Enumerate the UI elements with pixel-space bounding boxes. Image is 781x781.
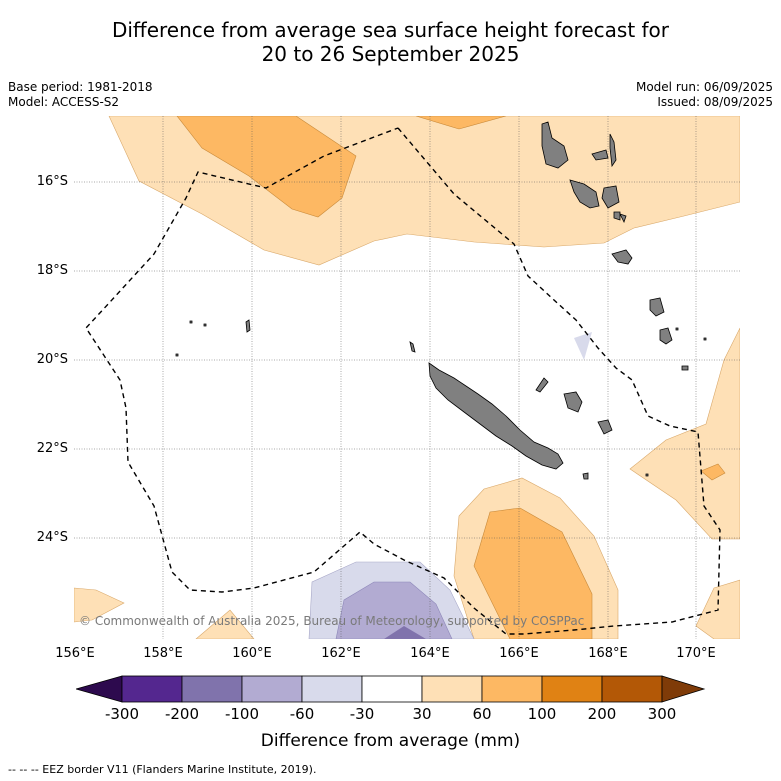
graticule xyxy=(74,116,740,639)
cb-tick-60: 60 xyxy=(472,705,492,723)
colorbar-label: Difference from average (mm) xyxy=(260,731,521,751)
belep-islands xyxy=(409,341,416,353)
vanuatu-efate-shepherd xyxy=(611,211,633,265)
cb-tick-30: 30 xyxy=(412,705,432,723)
y-tick-16s: 16°S xyxy=(36,174,68,189)
eez-border xyxy=(85,127,721,635)
colorbar-extend-low xyxy=(76,675,123,703)
cb-tick-minus30: -30 xyxy=(349,705,375,723)
cb-tick-minus200: -200 xyxy=(164,705,200,723)
title-line-1: Difference from average sea surface heig… xyxy=(111,18,670,42)
issued-text: Issued: 08/09/2025 xyxy=(657,95,773,109)
colorbar-bin-8 xyxy=(541,675,603,703)
isle-of-pines xyxy=(582,472,589,480)
contour-60-100-north-west xyxy=(176,116,357,218)
y-tick-22s: 22°S xyxy=(36,441,68,456)
base-period-text: Base period: 1981-2018 xyxy=(8,80,153,94)
cb-tick-200: 200 xyxy=(587,705,617,723)
eez-footnote: -- -- -- EEZ border V11 (Flanders Marine… xyxy=(8,763,317,776)
meta-right: Model run: 06/09/2025 Issued: 08/09/2025 xyxy=(636,80,773,110)
colorbar-bin-2 xyxy=(181,675,243,703)
colorbar-bin-7 xyxy=(481,675,543,703)
vanuatu-northern-islands xyxy=(591,133,620,209)
contour-minus30-minus60-east xyxy=(574,332,592,360)
meta-left: Base period: 1981-2018 Model: ACCESS-S2 xyxy=(8,80,153,110)
vanuatu-southern-islands xyxy=(649,297,689,371)
contour-60-100-east xyxy=(700,463,726,481)
cb-tick-minus60: -60 xyxy=(289,705,315,723)
contour-30-60-south-small xyxy=(195,609,255,639)
colorbar-bin-5 xyxy=(361,675,423,703)
map-panel xyxy=(74,116,740,639)
colorbar-bin-9 xyxy=(601,675,663,703)
x-tick-160e: 160°E xyxy=(232,646,272,661)
map-title: Difference from average sea surface heig… xyxy=(0,18,781,66)
vanuatu-espiritu-santo xyxy=(541,121,569,169)
cb-tick-minus300: -300 xyxy=(104,705,140,723)
y-tick-20s: 20°S xyxy=(36,352,68,367)
x-tick-170e: 170°E xyxy=(676,646,716,661)
model-run-text: Model run: 06/09/2025 xyxy=(635,80,773,94)
colorbar-bin-3 xyxy=(241,675,303,703)
colorbar-bin-6 xyxy=(421,675,483,703)
y-tick-24s: 24°S xyxy=(36,530,68,545)
contour-30-60-southwest xyxy=(74,587,125,623)
title-line-2: 20 to 26 September 2025 xyxy=(261,42,520,66)
x-tick-158e: 158°E xyxy=(143,646,183,661)
contour-minus60-minus100-south xyxy=(335,581,453,639)
x-tick-168e: 168°E xyxy=(588,646,628,661)
model-text: Model: ACCESS-S2 xyxy=(8,95,120,109)
x-tick-166e: 166°E xyxy=(499,646,539,661)
colorbar xyxy=(76,675,706,703)
colorbar-extend-high xyxy=(661,675,706,703)
loyalty-islands xyxy=(535,377,613,435)
copyright-text: © Commonwealth of Australia 2025, Bureau… xyxy=(79,614,585,628)
vanuatu-malekula xyxy=(569,179,600,209)
small-islets xyxy=(175,319,707,477)
new-caledonia-landmass xyxy=(428,362,564,470)
cb-tick-300: 300 xyxy=(647,705,677,723)
contour-minus100-minus200-south xyxy=(384,626,426,639)
contour-30-60-east xyxy=(629,327,740,540)
colorbar-bin-1 xyxy=(121,675,183,703)
x-tick-162e: 162°E xyxy=(321,646,361,661)
x-tick-164e: 164°E xyxy=(410,646,450,661)
cb-tick-minus100: -100 xyxy=(224,705,260,723)
contour-60-100-south xyxy=(473,507,593,639)
colorbar-bin-4 xyxy=(301,675,363,703)
contour-60-100-north-east xyxy=(415,116,507,130)
y-tick-18s: 18°S xyxy=(36,263,68,278)
cb-tick-100: 100 xyxy=(527,705,557,723)
x-tick-156e: 156°E xyxy=(55,646,95,661)
